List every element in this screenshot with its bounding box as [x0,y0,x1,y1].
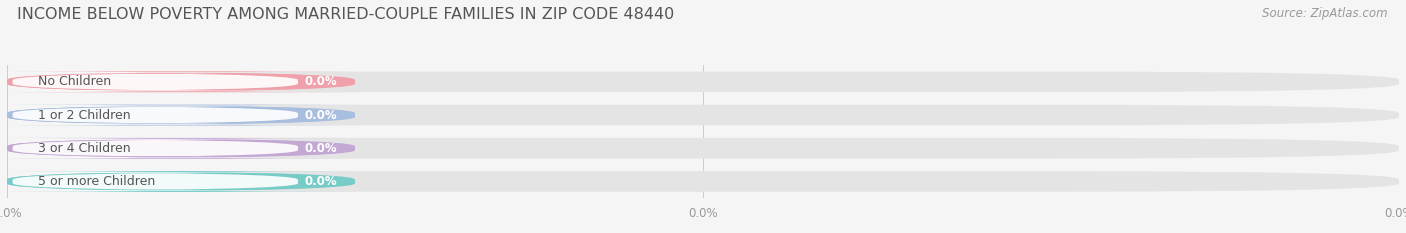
FancyBboxPatch shape [7,72,354,92]
FancyBboxPatch shape [0,138,354,158]
Text: 1 or 2 Children: 1 or 2 Children [38,109,131,122]
Text: 0.0%: 0.0% [304,142,337,155]
FancyBboxPatch shape [0,73,319,91]
FancyBboxPatch shape [7,72,1399,92]
FancyBboxPatch shape [7,138,1399,158]
Text: 0.0%: 0.0% [304,175,337,188]
Text: Source: ZipAtlas.com: Source: ZipAtlas.com [1263,7,1388,20]
Text: 5 or more Children: 5 or more Children [38,175,155,188]
FancyBboxPatch shape [0,171,354,192]
Text: No Children: No Children [38,75,111,88]
FancyBboxPatch shape [7,105,354,125]
FancyBboxPatch shape [0,106,319,124]
FancyBboxPatch shape [7,171,354,192]
FancyBboxPatch shape [0,139,319,157]
FancyBboxPatch shape [0,172,319,191]
FancyBboxPatch shape [7,138,354,158]
FancyBboxPatch shape [0,105,354,125]
FancyBboxPatch shape [7,105,1399,125]
FancyBboxPatch shape [7,171,1399,192]
FancyBboxPatch shape [0,72,354,92]
Text: 0.0%: 0.0% [304,75,337,88]
Text: 0.0%: 0.0% [304,109,337,122]
Text: INCOME BELOW POVERTY AMONG MARRIED-COUPLE FAMILIES IN ZIP CODE 48440: INCOME BELOW POVERTY AMONG MARRIED-COUPL… [17,7,673,22]
Text: 3 or 4 Children: 3 or 4 Children [38,142,131,155]
